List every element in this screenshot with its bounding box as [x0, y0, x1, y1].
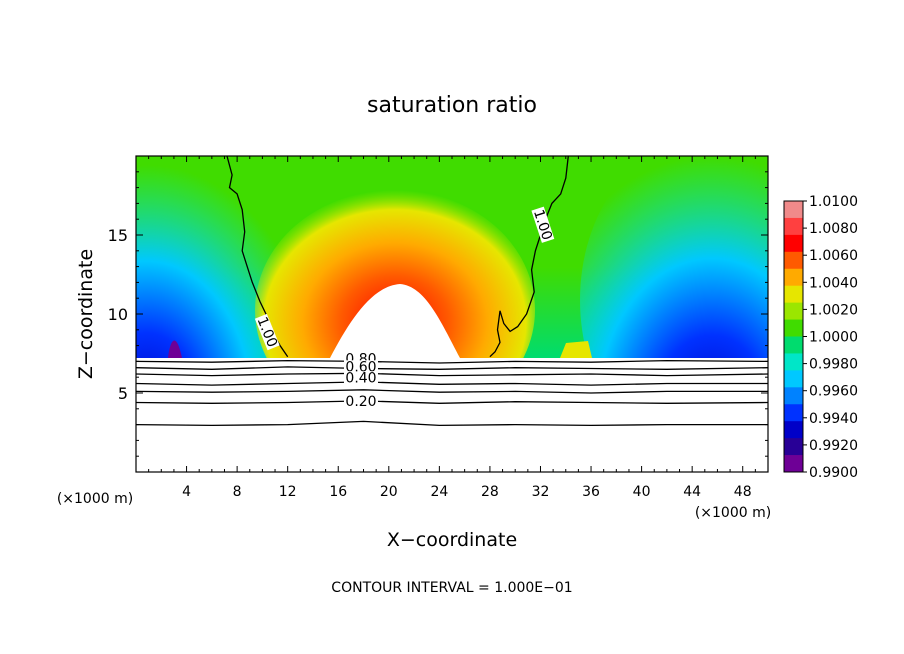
x-tick-label: 20 — [380, 484, 398, 500]
y-axis-ticks: 5 10 15 — [108, 171, 768, 457]
x-tick-label: 48 — [734, 484, 752, 500]
y-tick-label: 10 — [108, 305, 128, 324]
contour-label-text: 0.20 — [345, 394, 376, 410]
colorbar-swatch — [784, 217, 803, 236]
colorbar-swatch — [784, 387, 803, 405]
colorbar-swatch — [784, 201, 803, 219]
contour-line-0.50 — [135, 372, 769, 377]
x-tick-label: 16 — [329, 484, 347, 500]
stable-layer — [136, 358, 768, 472]
chart-title: saturation ratio — [367, 93, 537, 118]
x-tick-label: 40 — [633, 484, 651, 500]
x-tick-label: 4 — [182, 484, 191, 500]
colorbar-swatch — [784, 404, 803, 422]
colorbar-label: 0.9980 — [809, 357, 858, 373]
contour-label-bg — [343, 395, 378, 409]
x-tick-label: 28 — [481, 484, 499, 500]
colorbar-swatch — [784, 319, 803, 337]
x-tick-label: 8 — [233, 484, 242, 500]
contour-label-bg — [343, 360, 378, 374]
contour-label: 0.40 — [343, 370, 378, 386]
colorbar-label: 1.0100 — [809, 194, 858, 210]
contour-interval-note: CONTOUR INTERVAL = 1.000E−01 — [331, 580, 572, 596]
colorbar-label: 0.9900 — [809, 465, 858, 481]
contour-label: 0.60 — [343, 359, 378, 375]
colorbar: 1.0100 1.0080 1.0060 1.0040 1.0020 1.0000 0.99… — [783, 194, 858, 481]
contour-line-0.30 — [135, 389, 768, 394]
colorbar-label: 0.9920 — [809, 438, 858, 454]
contour-line-0.20 — [135, 400, 769, 404]
contour-label-bg — [531, 206, 555, 243]
colorbar-label: 1.0060 — [809, 248, 858, 264]
colorbar-label: 1.0000 — [809, 330, 858, 346]
x-axis-label: X−coordinate — [387, 529, 517, 551]
x-tick-label: 44 — [683, 484, 701, 500]
y-tick-label: 15 — [108, 226, 128, 245]
colorbar-swatch — [784, 455, 803, 473]
x-axis-ticks: 4 8 12 16 20 24 28 32 36 40 44 48 — [148, 156, 756, 500]
x-tick-label: 32 — [532, 484, 550, 500]
x-tick-label: 12 — [279, 484, 297, 500]
contour-label-text: 0.60 — [345, 359, 376, 375]
contour-lines — [135, 155, 769, 427]
y-tick-label: 5 — [118, 384, 128, 403]
colorbar-swatch — [784, 285, 803, 304]
contour-line-0.60 — [135, 366, 769, 370]
contour-line-0.10 — [135, 420, 768, 427]
contour-label-bg — [254, 313, 280, 351]
contour-label-text: 0.40 — [345, 370, 376, 386]
color-field — [136, 156, 768, 358]
contour-line-0.40 — [135, 381, 768, 386]
contour-line-0.80 — [135, 359, 769, 364]
colorbar-swatch — [784, 353, 803, 371]
contour-label: 0.20 — [343, 394, 378, 410]
x-unit-right: (×1000 m) — [695, 505, 771, 521]
colorbar-swatch — [784, 370, 803, 388]
colorbar-label: 1.0040 — [809, 275, 858, 291]
contour-label-bg — [343, 371, 378, 385]
colorbar-swatch — [784, 438, 803, 456]
colorbar-swatch — [784, 234, 803, 253]
x-tick-label: 36 — [582, 484, 600, 500]
colorbar-label: 0.9940 — [809, 411, 858, 427]
colorbar-label: 1.0020 — [809, 302, 858, 318]
colorbar-swatch — [784, 268, 803, 287]
colorbar-swatch — [784, 336, 803, 354]
colorbar-swatch — [784, 251, 803, 270]
y-axis-label: Z−coordinate — [75, 249, 97, 379]
colorbar-swatch — [784, 421, 803, 439]
x-tick-label: 24 — [430, 484, 448, 500]
colorbar-label: 1.0080 — [809, 221, 858, 237]
colorbar-swatch — [784, 302, 803, 321]
x-unit-left: (×1000 m) — [57, 491, 133, 507]
colorbar-label: 0.9960 — [809, 384, 858, 400]
contour-line-1.00 — [489, 155, 569, 358]
